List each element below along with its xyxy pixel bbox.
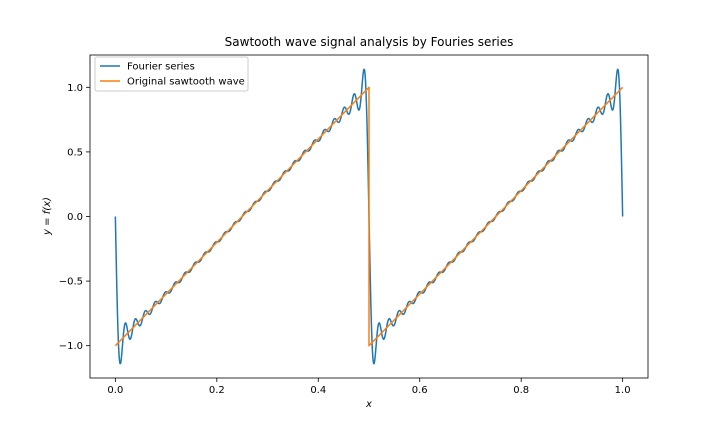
series-line-1 [114, 86, 624, 347]
x-tick-label: 0.4 [310, 385, 326, 396]
y-tick-label: −1.0 [59, 341, 83, 352]
plot-area [114, 68, 624, 365]
x-tick-label: 0.6 [412, 385, 428, 396]
x-tick-label: 1.0 [615, 385, 631, 396]
y-tick-label: 1.0 [67, 83, 83, 94]
y-tick-label: 0.5 [67, 147, 83, 158]
chart-title: Sawtooth wave signal analysis by Fouries… [225, 35, 514, 49]
axes: 0.0 0.2 0.4 0.6 0.8 1.0 −1.0 −0.5 0.0 0.5 1.0 [59, 54, 649, 396]
y-tick-label: 0.0 [67, 212, 83, 223]
x-tick-label: 0.0 [107, 385, 123, 396]
y-axis-label: y = f(x) [42, 197, 53, 236]
legend: Fourier series Original sawtooth wave [94, 56, 249, 92]
legend-label-fourier: Fourier series [127, 62, 195, 73]
x-tick-label: 0.8 [513, 385, 529, 396]
x-tick-label: 0.2 [209, 385, 225, 396]
legend-label-original: Original sawtooth wave [127, 77, 245, 88]
legend-box [94, 56, 249, 92]
x-axis-label: x [365, 399, 372, 410]
y-tick-label: −0.5 [59, 277, 83, 288]
